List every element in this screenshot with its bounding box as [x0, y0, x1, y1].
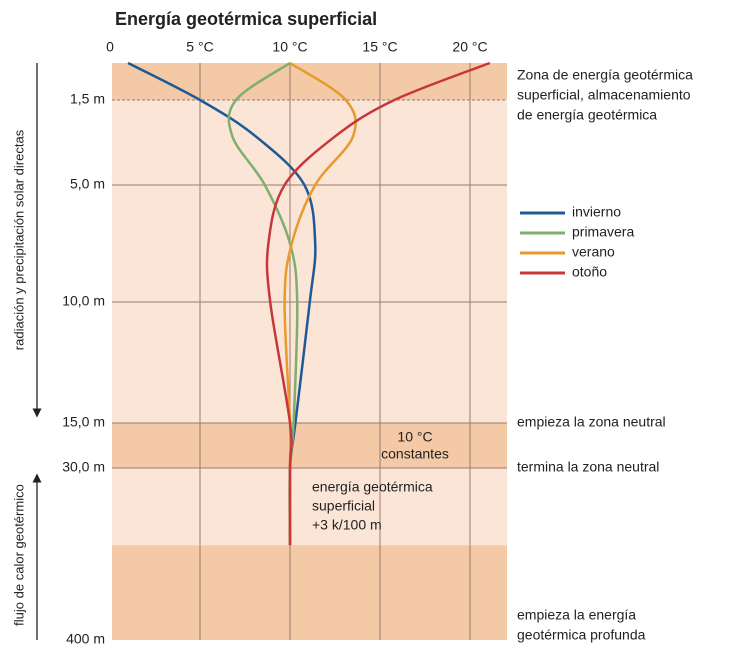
y-tick-label: 30,0 m: [62, 459, 105, 475]
x-tick-label: 15 °C: [362, 39, 397, 55]
x-tick-label: 0: [106, 39, 114, 55]
y-tick-label: 5,0 m: [70, 176, 105, 192]
annotation: 10 °C: [397, 429, 432, 445]
y-tick-label: 10,0 m: [62, 293, 105, 309]
series-line: [265, 61, 491, 546]
annotation: constantes: [381, 446, 449, 462]
x-tick-label: 10 °C: [272, 39, 307, 55]
band: [112, 468, 507, 546]
chart-title: Energía geotérmica superficial: [115, 9, 377, 29]
y-tick-label: 1,5 m: [70, 91, 105, 107]
annotation: de energía geotérmica: [517, 107, 657, 123]
annotation: Zona de energía geotérmica: [517, 67, 693, 83]
y-axis-label: radiación y precipitación solar directas: [11, 129, 26, 350]
annotation: empieza la energía: [517, 607, 636, 623]
y-tick-label: 400 m: [66, 631, 105, 647]
legend-label: invierno: [572, 204, 621, 220]
annotation: energía geotérmica: [312, 479, 433, 495]
legend-label: primavera: [572, 224, 634, 240]
band: [112, 63, 507, 100]
y-axis-label: flujo de calor geotérmico: [11, 484, 26, 626]
legend-label: verano: [572, 244, 615, 260]
x-tick-label: 20 °C: [452, 39, 487, 55]
x-tick-label: 5 °C: [186, 39, 213, 55]
annotation: empieza la zona neutral: [517, 414, 666, 430]
annotation: termina la zona neutral: [517, 459, 659, 475]
y-tick-label: 15,0 m: [62, 414, 105, 430]
annotation: +3 k/100 m: [312, 517, 382, 533]
annotation: superficial, almacenamiento: [517, 87, 691, 103]
legend-label: otoño: [572, 264, 607, 280]
annotation: geotérmica profunda: [517, 627, 646, 643]
band: [112, 100, 507, 423]
annotation: superficial: [312, 498, 375, 514]
band: [112, 423, 507, 468]
band: [112, 545, 507, 640]
